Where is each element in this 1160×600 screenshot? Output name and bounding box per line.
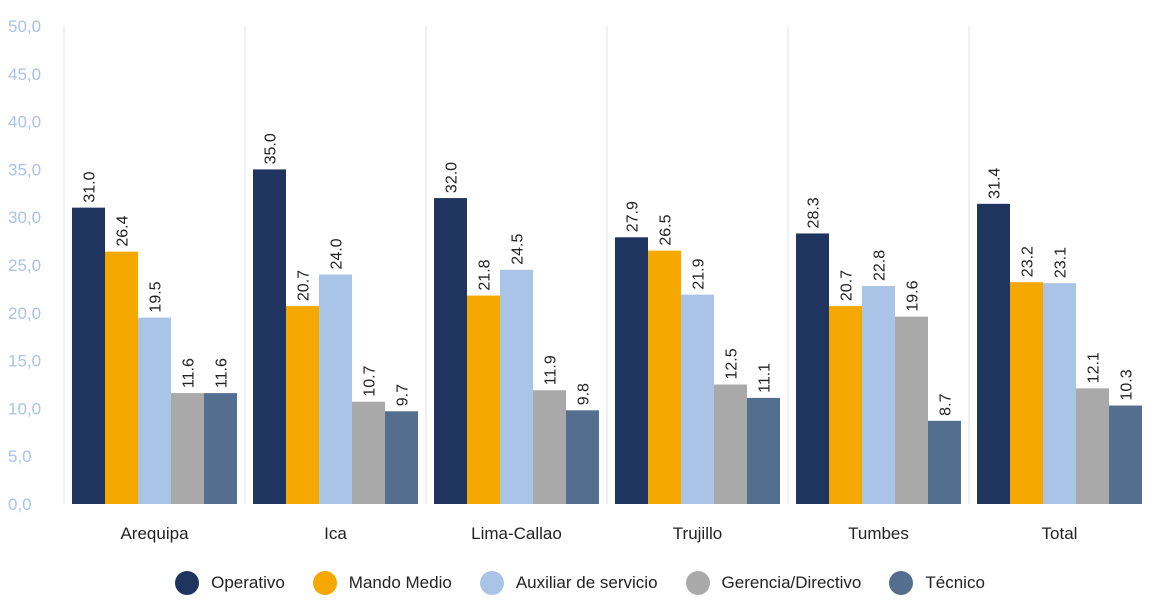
bar-t-cnico-trujillo (747, 397, 780, 504)
bar-value-label: 32.0 (444, 162, 461, 193)
x-axis: Arequipa Ica Lima-Callao Trujillo Tumbes Tota… (120, 524, 1077, 543)
bar-value-label: 20.7 (296, 270, 313, 301)
bar-value-label: 19.6 (905, 280, 922, 311)
legend-label: Mando Medio (348, 573, 452, 592)
legend-label: Auxiliar de servicio (515, 573, 658, 592)
bar-gerencia-directivo-arequipa (171, 393, 204, 504)
y-tick-label: 5,0 (8, 447, 32, 466)
legend-swatch (312, 571, 337, 595)
bar-value-label: 24.5 (510, 234, 527, 265)
legend-item: Gerencia/Directivo (685, 571, 862, 595)
bar-t-cnico-tumbes (928, 420, 961, 504)
bar-value-label: 31.4 (987, 168, 1004, 199)
legend-swatch (479, 571, 504, 595)
x-tick-label: Lima-Callao (471, 524, 562, 543)
bar-value-label: 21.9 (691, 258, 708, 289)
legend-swatch (175, 571, 200, 595)
bar-value-label: 12.5 (724, 348, 741, 379)
legend-item: Auxiliar de servicio (479, 571, 658, 595)
bar-auxiliar-de-servicio-arequipa (138, 317, 171, 504)
bar-value-label: 10.7 (362, 365, 379, 396)
bar-value-label: 26.4 (115, 215, 132, 246)
bars (72, 169, 1142, 505)
bar-auxiliar-de-servicio-total (1043, 283, 1076, 504)
bar-t-cnico-lima-callao (566, 410, 599, 504)
value-labels: 31.0 26.4 19.5 11.6 11.6 35.0 20.7 24.0 10.7 9.7 3… (82, 133, 1136, 416)
bar-value-label: 21.8 (477, 259, 494, 290)
bar-auxiliar-de-servicio-ica (319, 274, 352, 504)
bar-value-label: 12.1 (1086, 352, 1103, 383)
bar-value-label: 23.1 (1053, 247, 1070, 278)
bar-value-label: 11.9 (543, 355, 560, 385)
bar-operativo-ica (253, 169, 286, 504)
y-tick-label: 15,0 (8, 352, 41, 371)
bar-value-label: 19.5 (148, 281, 165, 312)
bar-value-label: 8.7 (938, 393, 955, 415)
bar-t-cnico-arequipa (204, 393, 237, 504)
x-tick-label: Arequipa (120, 524, 189, 543)
x-tick-label: Total (1042, 524, 1078, 543)
bar-value-label: 26.5 (658, 214, 675, 245)
y-tick-label: 50,0 (8, 17, 41, 36)
bar-t-cnico-ica (385, 411, 418, 504)
bar-operativo-total (977, 203, 1010, 505)
y-tick-label: 40,0 (8, 113, 41, 132)
legend-label: Operativo (211, 573, 285, 592)
legend-item: Mando Medio (312, 571, 452, 595)
y-tick-label: 20,0 (8, 304, 41, 323)
legend-label: Gerencia/Directivo (721, 573, 862, 592)
y-tick-label: 25,0 (8, 256, 41, 275)
x-tick-label: Ica (324, 524, 347, 543)
bar-value-label: 20.7 (839, 270, 856, 301)
legend-swatch (889, 571, 914, 595)
bar-value-label: 23.2 (1020, 246, 1037, 277)
y-axis: 0,0 5,0 10,0 15,0 20,0 25,0 30,0 35,0 40,0 45,0 50… (8, 17, 41, 514)
bar-auxiliar-de-servicio-lima-callao (500, 269, 533, 504)
bar-auxiliar-de-servicio-tumbes (862, 286, 895, 504)
bar-value-label: 11.1 (757, 363, 774, 393)
x-tick-label: Trujillo (673, 524, 722, 543)
bar-gerencia-directivo-ica (352, 401, 385, 504)
bar-auxiliar-de-servicio-trujillo (681, 294, 714, 504)
bar-gerencia-directivo-trujillo (714, 384, 747, 504)
legend: Operativo Mando Medio Auxiliar de servicio… (0, 566, 1160, 600)
bar-value-label: 9.7 (395, 384, 412, 406)
bar-value-label: 24.0 (329, 238, 346, 269)
bar-value-label: 27.9 (625, 201, 642, 232)
y-tick-label: 45,0 (8, 65, 41, 84)
bar-t-cnico-total (1109, 405, 1142, 504)
bar-value-label: 11.6 (181, 358, 198, 388)
legend-item: Técnico (889, 571, 985, 595)
bar-value-label: 9.8 (576, 383, 593, 405)
bar-value-label: 11.6 (214, 358, 231, 388)
bar-value-label: 35.0 (263, 133, 280, 164)
y-tick-label: 0,0 (8, 495, 32, 514)
bar-value-label: 22.8 (872, 250, 889, 281)
bar-mando-medio-ica (286, 306, 319, 504)
bar-operativo-lima-callao (434, 198, 467, 504)
bar-gerencia-directivo-lima-callao (533, 390, 566, 504)
bar-value-label: 10.3 (1119, 369, 1136, 400)
bar-gerencia-directivo-total (1076, 388, 1109, 504)
bar-mando-medio-trujillo (648, 250, 681, 504)
legend-item: Operativo (175, 571, 285, 595)
x-tick-label: Tumbes (848, 524, 909, 543)
y-tick-label: 30,0 (8, 208, 41, 227)
group-separators (63, 26, 970, 504)
legend-swatch (685, 571, 710, 595)
bar-value-label: 31.0 (82, 171, 99, 202)
y-tick-label: 35,0 (8, 160, 41, 179)
bar-mando-medio-arequipa (105, 251, 138, 504)
bar-gerencia-directivo-tumbes (895, 316, 928, 504)
bar-operativo-trujillo (615, 237, 648, 504)
bar-value-label: 28.3 (806, 197, 823, 228)
bar-mando-medio-tumbes (829, 306, 862, 504)
bar-operativo-arequipa (72, 207, 105, 504)
y-tick-label: 10,0 (8, 399, 41, 418)
legend-label: Técnico (925, 573, 985, 592)
bar-mando-medio-total (1010, 282, 1043, 504)
bar-mando-medio-lima-callao (467, 295, 500, 504)
bar-operativo-tumbes (796, 233, 829, 504)
